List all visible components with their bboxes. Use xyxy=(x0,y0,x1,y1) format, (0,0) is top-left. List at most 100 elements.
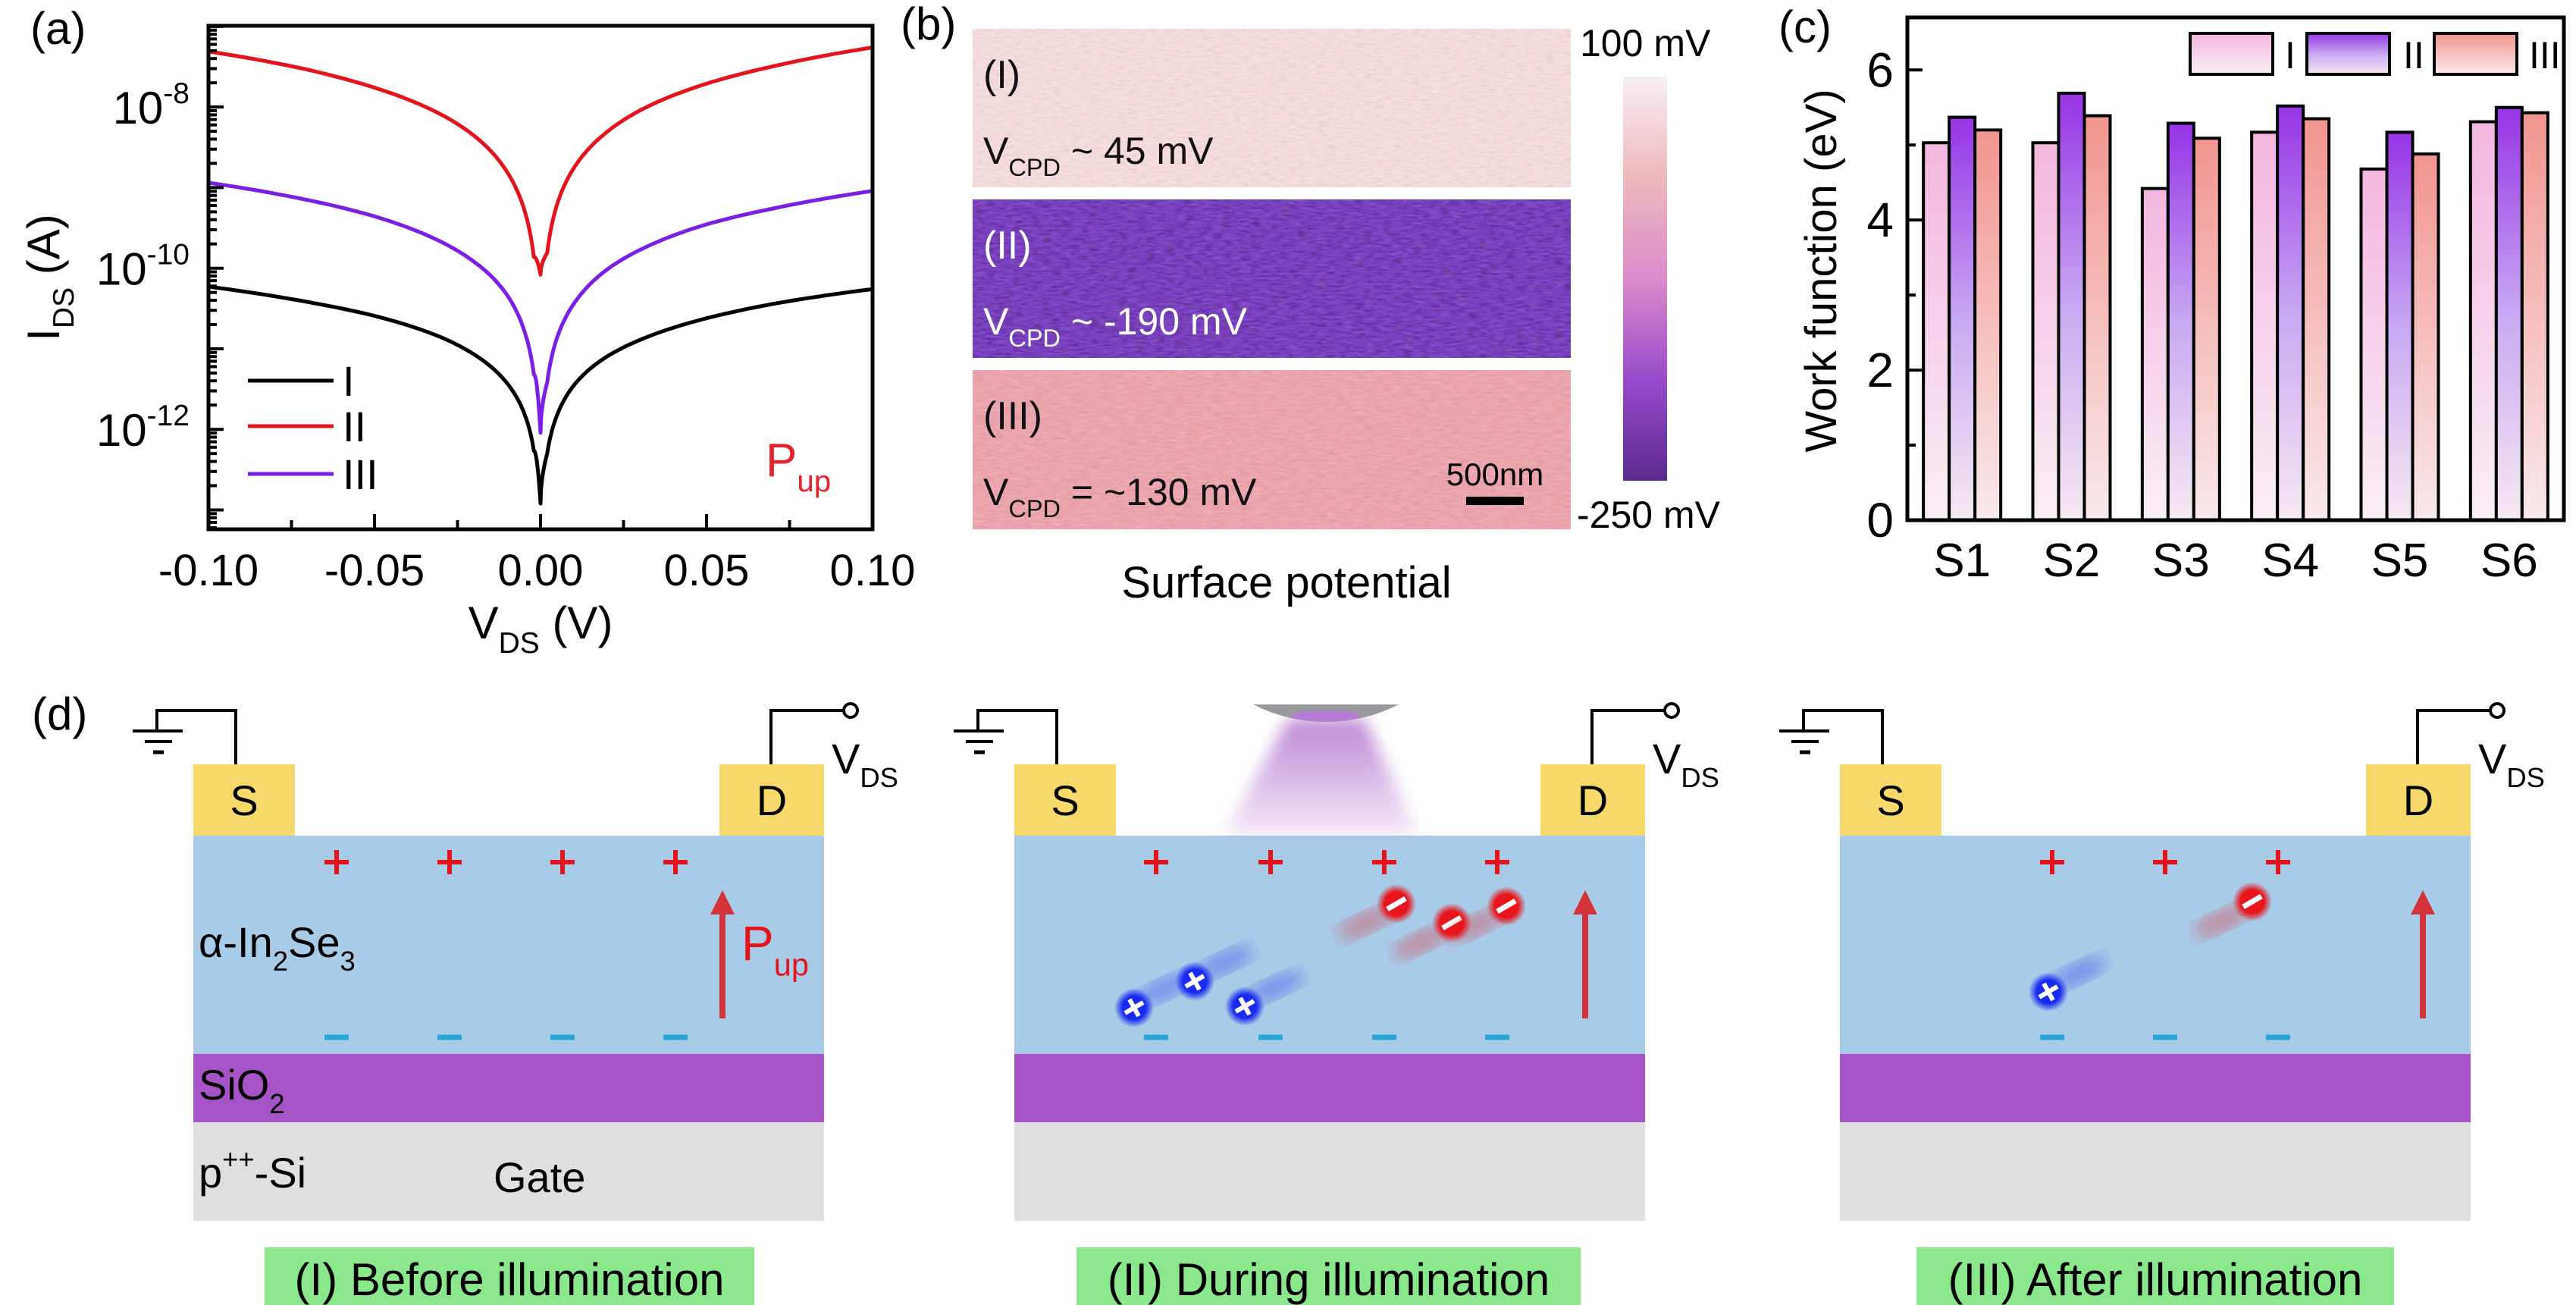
source-label-part: S xyxy=(230,776,258,824)
substrate-label-part: p xyxy=(199,1149,222,1197)
legend-entry: III xyxy=(248,450,378,498)
drain-label-part: D xyxy=(2403,776,2433,824)
x-tick-label: 0.00 xyxy=(498,546,584,595)
channel-label-part: 3 xyxy=(340,946,355,977)
y-axis-label: Work function (eV) xyxy=(1797,89,1846,452)
vcpd-value-part: ~ 45 mV xyxy=(1061,130,1214,172)
x-tick-label-part: S5 xyxy=(2371,535,2429,587)
ground-wire xyxy=(976,709,1058,764)
oxide-layer xyxy=(1014,1054,1645,1122)
y-tick-label: 0 xyxy=(1866,493,1894,547)
vds-label-part: V xyxy=(2478,735,2507,783)
hole xyxy=(2029,956,2107,1012)
terminal-icon xyxy=(842,702,859,719)
device-caption-part: (II) During illumination xyxy=(1108,1254,1550,1305)
substrate-label-part: ++ xyxy=(222,1143,255,1175)
polarization-annotation-part: up xyxy=(797,464,831,498)
x-tick-label: 0.05 xyxy=(664,546,750,595)
source-contact xyxy=(1014,764,1116,836)
panel-label-d-part: (d) xyxy=(32,689,87,739)
y-tick-label-part: 10 xyxy=(113,83,164,133)
legend-entry: I xyxy=(2189,32,2296,77)
vcpd-value: VCPD ~ -190 mV xyxy=(983,300,1248,352)
drain-contact xyxy=(1540,764,1645,836)
x-tick-label-part: S3 xyxy=(2152,535,2210,587)
panel-label-c: (c) xyxy=(1778,2,1832,52)
y-tick-label-part: 10 xyxy=(96,405,147,456)
drain-contact xyxy=(2366,764,2471,836)
afm-row-label-part: (II) xyxy=(983,224,1032,268)
y-tick-label-part: -8 xyxy=(163,77,190,110)
hole-trail xyxy=(1247,971,1303,1004)
source-label: S xyxy=(1051,776,1079,824)
x-tick-label: S5 xyxy=(2371,535,2429,587)
caption-background xyxy=(1916,1247,2394,1305)
bound-positive-charge xyxy=(1372,850,1396,874)
bar-S3-II xyxy=(2166,121,2195,522)
y-axis-label-part: DS xyxy=(48,287,80,328)
x-tick-label-part: 0.05 xyxy=(664,546,750,595)
polarization-label: Pup xyxy=(741,916,809,982)
panel-label-b-part: (b) xyxy=(901,0,956,49)
bar-S5-II xyxy=(2385,130,2415,522)
channel-layer xyxy=(193,836,824,1054)
legend-label-part: II xyxy=(343,403,366,450)
y-axis-label-part: I xyxy=(18,328,69,341)
bound-positive-charge xyxy=(1485,850,1509,874)
gate-label-part: Gate xyxy=(494,1153,585,1201)
y-tick-label-part: -10 xyxy=(147,239,190,271)
vds-label-part: DS xyxy=(2506,762,2545,793)
polarization-label-part: P xyxy=(741,916,774,971)
legend-label: III xyxy=(343,450,378,498)
source-label: S xyxy=(1876,776,1904,824)
gate-substrate-layer xyxy=(1840,1122,2471,1221)
drain-label-part: D xyxy=(757,776,787,824)
y-tick-label: 10-12 xyxy=(96,400,190,456)
afm-row-label: (I) xyxy=(983,53,1020,97)
oxide-layer xyxy=(193,1054,824,1122)
vcpd-value-part: V xyxy=(983,300,1009,343)
legend-label: I xyxy=(2285,34,2296,77)
device-caption-part: (I) Before illumination xyxy=(295,1254,725,1305)
drain-wire xyxy=(769,709,844,764)
oxide-label-part: 2 xyxy=(269,1088,284,1119)
afm-row-label-part: (I) xyxy=(983,53,1020,97)
x-tick-label: S1 xyxy=(1933,535,1991,587)
polarization-annotation-part: P xyxy=(766,434,797,487)
y-tick-label: 10-8 xyxy=(113,77,190,133)
hole xyxy=(1175,946,1253,1001)
bound-positive-charge xyxy=(324,850,349,874)
scale-bar-label-part: 500nm xyxy=(1446,456,1543,492)
legend-entry: II xyxy=(248,403,366,450)
ground-wire xyxy=(1802,709,1884,764)
vcpd-value: VCPD = ~130 mV xyxy=(983,471,1257,522)
vds-label-part: V xyxy=(1653,735,1681,783)
x-axis-label-part: DS xyxy=(499,627,540,660)
bound-positive-charge xyxy=(550,850,575,874)
substrate-label: p++-Si xyxy=(199,1143,306,1197)
colorbar-min-label-part: -250 mV xyxy=(1577,494,1721,536)
caption-background xyxy=(1076,1247,1581,1305)
bound-positive-charge xyxy=(2040,850,2064,874)
bound-positive-charge xyxy=(1258,850,1283,874)
electron-trail xyxy=(1338,906,1394,940)
light-cone xyxy=(1223,719,1418,836)
y-tick-label-part: 6 xyxy=(1866,42,1894,97)
source-contact xyxy=(193,764,295,836)
vcpd-value-part: ~ -190 mV xyxy=(1061,300,1248,343)
legend-label-part: III xyxy=(343,450,378,498)
legend-label-part: II xyxy=(2403,34,2424,77)
vds-label-part: DS xyxy=(1681,762,1719,793)
substrate-label-part: -Si xyxy=(255,1149,306,1197)
x-tick-label-part: S2 xyxy=(2043,535,2101,587)
scale-bar-label: 500nm xyxy=(1446,456,1543,492)
afm-texture-light xyxy=(973,199,1571,358)
bar-S2-II xyxy=(2057,91,2086,522)
y-axis-label-part: Work function (eV) xyxy=(1797,89,1846,452)
y-tick-label: 10-10 xyxy=(96,239,190,295)
drain-contact xyxy=(719,764,824,836)
device-caption-part: (III) After illumination xyxy=(1948,1254,2363,1305)
y-tick-label: 2 xyxy=(1866,343,1894,397)
